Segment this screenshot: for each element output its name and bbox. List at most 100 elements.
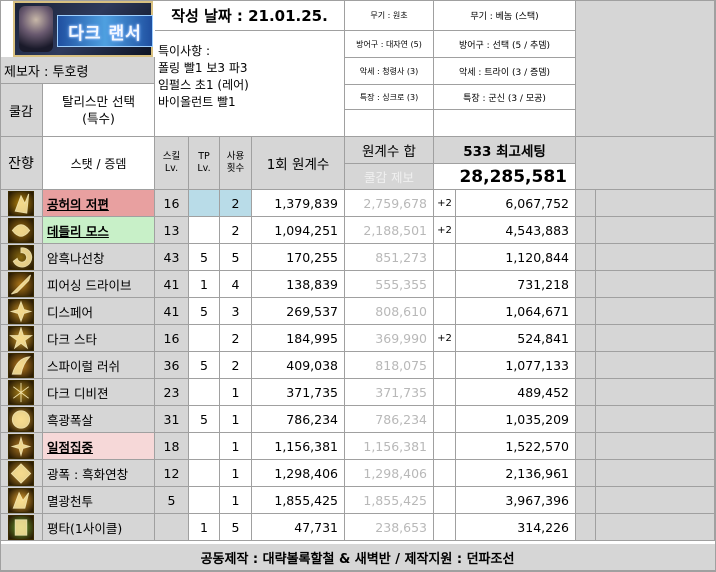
skill-level: 18 [155,433,189,460]
mid-equip-weapon: 무기 : 원초 [345,0,434,31]
skill-name: 일점집중 [43,433,155,460]
spiral-icon [8,244,34,270]
skill-name: 흑광폭살 [43,406,155,433]
skill-icon-cell [0,433,43,460]
blank-cell [596,433,715,460]
best-setting-total: 1,522,570 [456,433,576,460]
blank-cell [596,298,715,325]
blank-cell [596,406,715,433]
setting-title: 533 최고세팅 [434,137,576,164]
col-uses-a: 사용 [226,151,245,162]
skill-level: 13 [155,217,189,244]
blank-cell [576,244,596,271]
skill-name: 광폭 : 흑화연창 [43,460,155,487]
tp-level [189,190,220,217]
notes-line: 폴링 빨1 보3 파3 [158,61,248,75]
level-bonus: +2 [434,325,456,352]
blank-cell [576,217,596,244]
level-bonus [434,379,456,406]
skill-icon-cell [0,190,43,217]
coefficient-sum: 2,188,501 [345,217,434,244]
col-tp-lv: TP Lv. [189,137,220,190]
skill-level: 31 [155,406,189,433]
rush-icon [8,352,34,378]
tp-level [189,460,220,487]
skill-level: 43 [155,244,189,271]
single-coefficient: 786,234 [252,406,345,433]
skill-icon-cell [0,514,43,541]
blank-cell [576,190,596,217]
skill-level: 41 [155,271,189,298]
blank-cell [596,190,715,217]
col-skill-lv-a: 스킬 [162,151,181,162]
col-single: 1회 원계수 [252,137,345,190]
best-setting-total: 6,067,752 [456,190,576,217]
annihilate-icon [8,487,34,513]
col-sum: 원계수 합 [345,137,434,164]
coefficient-sum: 1,855,425 [345,487,434,514]
blank-cell [576,487,596,514]
tp-level: 5 [189,406,220,433]
skill-icon-cell [0,244,43,271]
grand-total: 28,285,581 [434,164,576,190]
use-count: 2 [220,190,252,217]
right-equip-blank [434,110,576,137]
level-bonus [434,244,456,271]
skill-level: 41 [155,298,189,325]
blank-cell [576,460,596,487]
skill-name: 다크 디비젼 [43,379,155,406]
single-coefficient: 1,855,425 [252,487,345,514]
blank-cell [596,352,715,379]
skill-icon-cell [0,271,43,298]
col-skill-lv-b: Lv. [164,163,179,174]
burst-icon [8,406,34,432]
best-setting-total: 524,841 [456,325,576,352]
blank-cell [576,379,596,406]
col-tp-lv-a: TP [198,151,210,162]
blank-cell [576,514,596,541]
skill-name: 평타(1사이클) [43,514,155,541]
tp-level: 5 [189,352,220,379]
skill-level: 36 [155,352,189,379]
use-count: 2 [220,325,252,352]
best-setting-total: 1,035,209 [456,406,576,433]
coefficient-sum: 2,759,678 [345,190,434,217]
use-count: 1 [220,460,252,487]
skill-icon-cell [0,217,43,244]
right-equip-accessory: 악세 : 트라이 (3 / 증뎀) [434,58,576,85]
notes-line: 임펄스 초1 (레어) [158,78,249,92]
header-right-blank [576,137,715,190]
use-count: 5 [220,514,252,541]
stat-label: 스탯 / 증뎀 [43,137,155,190]
date-label: 작성 날짜 : 21.01.25. [155,0,345,31]
mid-equip-armor: 방어구 : 대자연 (5) [345,31,434,58]
tp-level [189,433,220,460]
use-count: 3 [220,298,252,325]
single-coefficient: 1,094,251 [252,217,345,244]
notes-line: 바이올런트 빨1 [158,95,236,109]
coefficient-sum: 369,990 [345,325,434,352]
division-icon [8,379,34,405]
level-bonus [434,271,456,298]
mid-equip-special: 특장 : 싱크로 (3) [345,85,434,110]
void-icon [8,190,34,216]
skill-icon-cell [0,406,43,433]
col-tp-lv-b: Lv. [197,163,211,174]
logo-figure-icon [19,6,53,52]
skill-name: 피어싱 드라이브 [43,271,155,298]
skill-level: 12 [155,460,189,487]
level-bonus [434,406,456,433]
skill-name: 공허의 저편 [43,190,155,217]
tp-level [189,487,220,514]
blank-cell [596,379,715,406]
cooldown-value-line1: 탈리스만 선택 [62,94,135,109]
special-notes: 특이사항 : 폴링 빨1 보3 파3 임펄스 초1 (레어) 바이올런트 빨1 [155,31,345,137]
skill-name: 디스페어 [43,298,155,325]
coefficient-sum: 555,355 [345,271,434,298]
single-coefficient: 47,731 [252,514,345,541]
cooldown-value: 탈리스만 선택 (특수) [43,84,155,137]
frenzy-icon [8,460,34,486]
skill-name: 스파이럴 러쉬 [43,352,155,379]
coefficient-sum: 1,156,381 [345,433,434,460]
